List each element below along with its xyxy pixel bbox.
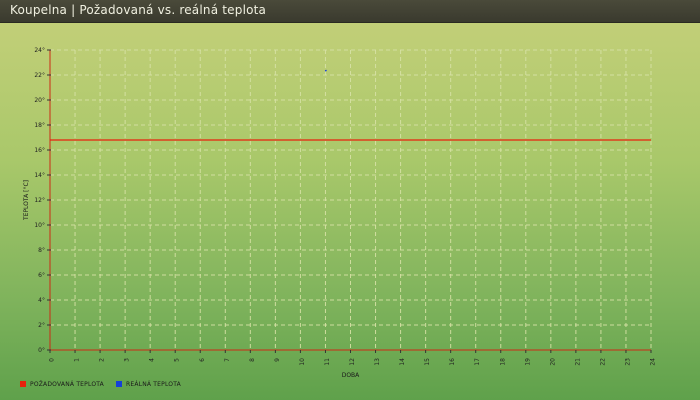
x-tick-label: 24 <box>650 358 657 366</box>
legend-item-real: REÁLNÁ TEPLOTA <box>116 379 181 389</box>
y-tick-label: 6° <box>38 272 45 279</box>
y-tick-label: 20° <box>34 97 45 104</box>
x-tick-label: 23 <box>624 358 631 366</box>
x-tick-label: 2 <box>99 358 106 362</box>
y-tick-label: 24° <box>34 47 45 54</box>
y-tick-label: 4° <box>38 297 45 304</box>
x-tick-label: 11 <box>324 358 331 366</box>
x-tick-label: 0 <box>49 358 56 362</box>
legend-label-required: POŽADOVANÁ TEPLOTA <box>30 380 104 388</box>
x-tick-label: 3 <box>124 358 131 362</box>
x-tick-label: 8 <box>249 358 256 362</box>
x-tick-label: 5 <box>174 358 181 362</box>
x-tick-label: 15 <box>424 358 431 366</box>
y-axis-title: TEPLOTA [°C] <box>23 180 30 221</box>
x-tick-label: 1 <box>74 358 81 362</box>
y-tick-label: 22° <box>34 72 45 79</box>
legend-swatch-real <box>116 381 122 387</box>
y-tick-label: 12° <box>34 197 45 204</box>
x-tick-label: 12 <box>349 358 356 366</box>
title-bar: Koupelna | Požadovaná vs. reálná teplota <box>0 0 700 23</box>
legend-item-required: POŽADOVANÁ TEPLOTA <box>20 379 104 389</box>
y-tick-label: 14° <box>34 172 45 179</box>
y-tick-label: 18° <box>34 122 45 129</box>
x-tick-label: 17 <box>474 358 481 366</box>
x-tick-label: 4 <box>149 358 156 362</box>
y-tick-label: 10° <box>34 222 45 229</box>
x-tick-label: 9 <box>274 358 281 362</box>
x-tick-label: 7 <box>224 358 231 362</box>
x-tick-label: 14 <box>399 358 406 366</box>
x-tick-label: 21 <box>574 358 581 366</box>
x-axis-title: DOBA <box>342 372 360 379</box>
x-tick-label: 10 <box>299 358 306 366</box>
x-tick-label: 6 <box>199 358 206 362</box>
x-tick-label: 16 <box>449 358 456 366</box>
x-tick-label: 20 <box>549 358 556 366</box>
y-tick-label: 2° <box>38 322 45 329</box>
x-tick-label: 13 <box>374 358 381 366</box>
x-tick-label: 19 <box>524 358 531 366</box>
chart-title: Koupelna | Požadovaná vs. reálná teplota <box>10 3 267 17</box>
y-tick-label: 0° <box>38 347 45 354</box>
legend-swatch-required <box>20 381 26 387</box>
x-tick-label: 18 <box>499 358 506 366</box>
legend-label-real: REÁLNÁ TEPLOTA <box>126 380 181 388</box>
x-tick-label: 22 <box>599 358 606 366</box>
y-tick-label: 8° <box>38 247 45 254</box>
series-line-real <box>324 69 327 72</box>
y-tick-label: 16° <box>34 147 45 154</box>
